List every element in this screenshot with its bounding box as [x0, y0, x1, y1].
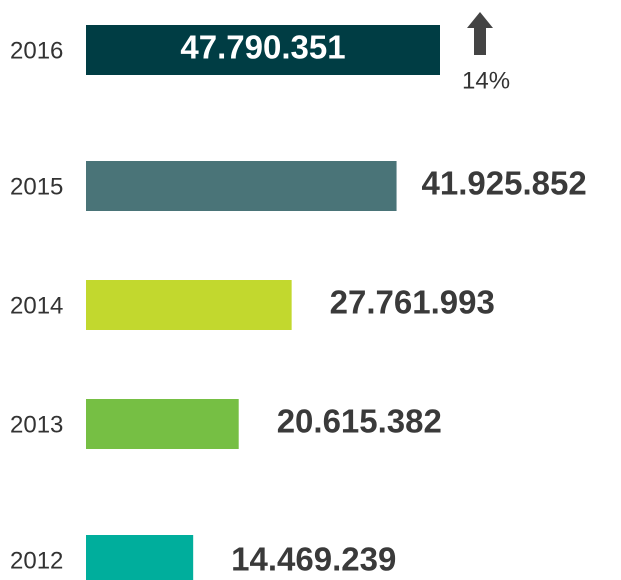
- y-tick-label: 2013: [10, 411, 63, 438]
- up-arrow: [467, 12, 493, 55]
- y-tick-label: 2014: [10, 292, 63, 319]
- value-label: 47.790.351: [180, 29, 345, 66]
- y-tick-label: 2015: [10, 173, 63, 200]
- bar: [86, 25, 440, 75]
- value-label: 14.469.239: [231, 541, 396, 578]
- value-label: 41.925.852: [422, 165, 587, 202]
- y-tick-label: 2016: [10, 37, 63, 64]
- bar: [86, 161, 397, 211]
- value-label: 20.615.382: [277, 403, 442, 440]
- y-tick-label: 2012: [10, 547, 63, 574]
- annotation: 14%: [462, 67, 510, 94]
- bar: [86, 535, 194, 580]
- bar: [86, 399, 239, 449]
- value-label: 27.761.993: [330, 284, 495, 321]
- bar: [86, 280, 292, 330]
